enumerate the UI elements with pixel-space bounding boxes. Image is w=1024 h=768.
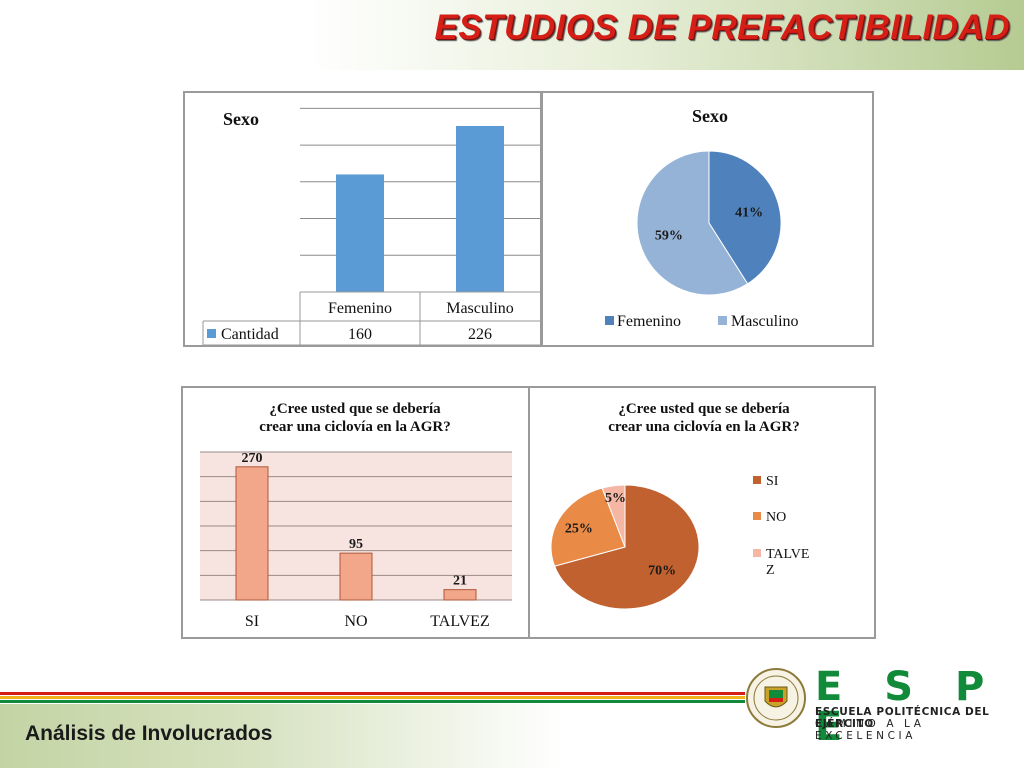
table-header-masculino: Masculino	[446, 300, 514, 317]
legend-swatch-masculino	[718, 316, 727, 325]
chart-panel-sexo-bar: Sexo Femenino Masculino Cantidad 160 226	[183, 91, 542, 347]
legend-label-talvez: Z	[766, 563, 775, 578]
pie-label-no: 25%	[565, 521, 593, 536]
data-label-talvez: 21	[453, 574, 467, 589]
pie-label-talvez: 5%	[605, 491, 626, 506]
chart-title: Sexo	[692, 106, 728, 126]
chart-title: Sexo	[223, 109, 259, 129]
table-value-femenino: 160	[348, 326, 372, 343]
slide-title: ESTUDIOS DE PREFACTIBILIDAD	[434, 8, 1010, 47]
pie-slice-si	[553, 484, 700, 610]
chart-ciclovia-pie: ¿Cree usted que se debería crear una cic…	[550, 401, 809, 610]
bar-si	[235, 466, 269, 601]
bar-masculino	[456, 125, 504, 292]
chart-title-line-1: ¿Cree usted que se debería	[269, 401, 441, 417]
table-header-femenino: Femenino	[328, 300, 392, 317]
series-name-cantidad: Cantidad	[221, 326, 279, 343]
pie-label-femenino: 41%	[735, 205, 763, 220]
table-value-masculino: 226	[468, 326, 492, 343]
legend-swatch-talvez	[753, 549, 761, 557]
legend-swatch-no	[753, 512, 761, 520]
data-label-no: 95	[349, 537, 363, 552]
pie-label-si: 70%	[648, 564, 676, 579]
pie-slice-talvez	[601, 484, 626, 548]
bar-femenino	[336, 174, 384, 292]
legend-label-femenino: Femenino	[617, 313, 681, 330]
chart-title-line-2: crear una ciclovía en la AGR?	[608, 419, 800, 435]
espe-logo-line1: ESCUELA POLITÉCNICA DEL EJÉRCITO	[815, 706, 990, 730]
chart-title-line-1: ¿Cree usted que se debería	[618, 401, 790, 417]
espe-logo-line2: CAMINO A LA EXCELENCIA	[815, 718, 925, 742]
footer-title: Análisis de Involucrados	[25, 722, 273, 745]
pie-label-masculino: 59%	[655, 229, 683, 244]
chart-sexo-bar: Sexo Femenino Masculino Cantidad 160 226	[202, 107, 540, 346]
bar-no	[339, 552, 373, 601]
legend-swatch-si	[753, 476, 761, 484]
series-swatch	[207, 329, 216, 338]
chart-sexo-pie: Sexo 41% 59% Femenino Masculino	[605, 106, 799, 330]
legend-swatch-femenino	[605, 316, 614, 325]
chart-ciclovia-bar: ¿Cree usted que se debería crear una cic…	[200, 401, 512, 630]
legend-label-masculino: Masculino	[731, 313, 799, 330]
chart-panel-ciclovia-pie: ¿Cree usted que se debería crear una cic…	[528, 386, 876, 639]
bar-talvez	[443, 589, 477, 601]
header-band	[0, 0, 1024, 70]
footer-band	[0, 704, 1024, 768]
chart-panel-ciclovia-bar: ¿Cree usted que se debería crear una cic…	[181, 386, 530, 639]
pie-slice-no	[550, 487, 626, 567]
category-label-talvez: TALVEZ	[430, 613, 489, 630]
chart-title-line-2: crear una ciclovía en la AGR?	[259, 419, 451, 435]
pie-slice-masculino	[636, 150, 749, 296]
data-label-si: 270	[242, 451, 263, 466]
espe-crest-icon	[746, 668, 806, 728]
legend-label-talvez: TALVE	[766, 547, 809, 562]
espe-logo-letters: E S P E	[815, 664, 999, 750]
legend-label-no: NO	[766, 510, 786, 525]
category-label-si: SI	[245, 613, 259, 630]
chart-panel-sexo-pie: Sexo 41% 59% Femenino Masculino	[541, 91, 874, 347]
category-label-no: NO	[344, 613, 367, 630]
legend-label-si: SI	[766, 474, 779, 489]
footer-stripes	[0, 692, 745, 706]
